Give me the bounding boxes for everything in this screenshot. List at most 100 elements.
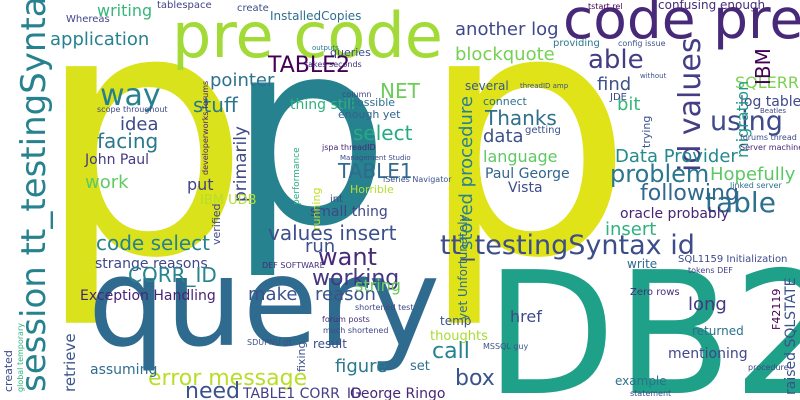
word: InstalledCopies <box>270 9 361 23</box>
word: want <box>318 243 377 271</box>
word: queries <box>330 46 371 59</box>
word: retrieve <box>61 333 79 392</box>
word: temp <box>440 314 471 328</box>
word: id values <box>673 38 708 173</box>
word: Data Provider <box>615 146 738 167</box>
word: F42119 <box>770 289 783 330</box>
word: Zero rows <box>630 287 680 298</box>
word: without <box>640 72 667 80</box>
word: column <box>342 90 371 99</box>
word: iSeries Navigator <box>383 175 452 184</box>
word: Whereas <box>66 14 110 25</box>
word: Paul George <box>485 166 570 182</box>
word: blockquote <box>455 44 555 65</box>
word: DB2 <box>485 236 800 400</box>
word: shortened test <box>355 303 413 312</box>
word: JDE <box>609 92 627 103</box>
word: set <box>410 359 430 374</box>
word: data <box>483 126 524 147</box>
word: scope throughout <box>97 105 168 114</box>
word: thing still <box>290 97 355 113</box>
word: DEF SOFTWARE <box>262 261 325 270</box>
word: way <box>100 78 161 113</box>
word: reason <box>315 284 376 305</box>
word: language <box>483 147 558 166</box>
word: Vista <box>508 180 543 196</box>
word: table <box>705 186 776 219</box>
word: mentioning <box>668 346 748 362</box>
word: developerworks forums <box>201 81 210 175</box>
word: facing <box>97 129 158 153</box>
word: tstart rel <box>588 2 623 11</box>
word: bit <box>617 94 640 115</box>
word: working <box>312 266 399 291</box>
word: problem <box>610 160 709 188</box>
word: TABLE1 <box>337 159 413 183</box>
word: insert <box>605 219 656 240</box>
word: global temporary <box>16 323 25 392</box>
word: Beatles <box>760 107 786 115</box>
word: Horrible <box>350 183 394 196</box>
word: NET <box>380 79 421 103</box>
word: yet Unfortunately <box>456 214 470 320</box>
word: jspa threadID <box>321 143 376 152</box>
word: find <box>597 74 631 95</box>
word: Management Studio <box>340 154 411 162</box>
word: using <box>710 106 783 137</box>
word: John Paul <box>84 152 149 168</box>
word: pointer <box>210 70 275 91</box>
word: stuff <box>193 93 239 117</box>
word: Hopefully <box>710 164 796 185</box>
word: log table <box>740 94 800 110</box>
word: href <box>510 307 542 326</box>
word: primarily <box>231 126 251 202</box>
word: tablespace <box>157 0 212 11</box>
word: config issue <box>618 39 666 48</box>
word: Thanks <box>484 106 557 130</box>
word: much shortened <box>323 326 388 335</box>
word: MSSQL guy <box>483 342 529 351</box>
word: example <box>615 374 667 388</box>
word: thoughts <box>430 329 488 344</box>
word: trying <box>640 116 653 148</box>
word: another log <box>455 19 559 40</box>
word: George Ringo <box>350 386 445 400</box>
word: Server machine <box>740 143 800 152</box>
word: tokens DEF <box>688 266 733 275</box>
word: result <box>313 337 347 351</box>
word: forums thread <box>740 133 797 142</box>
word: SQL1159 Initialization <box>678 254 787 265</box>
word: outputs <box>312 44 339 52</box>
word: SDUPNU gt <box>247 338 292 347</box>
word: returned <box>692 324 744 338</box>
word: figure <box>335 356 387 377</box>
word: select <box>353 121 413 145</box>
word: takes seconds <box>305 60 362 69</box>
word: getting <box>525 125 561 136</box>
word: pre code <box>172 0 443 72</box>
word: p <box>228 0 390 283</box>
word: int <box>330 194 343 205</box>
word: created <box>2 350 15 392</box>
word: TABLE2 <box>267 53 350 78</box>
word: code select <box>96 231 210 255</box>
word: oracle probably <box>620 206 729 222</box>
word: providing <box>553 38 600 49</box>
word: error message <box>148 366 307 391</box>
word: possible <box>350 96 395 109</box>
word: tt_testingSyntax id <box>440 230 695 261</box>
word: connect <box>483 95 528 108</box>
word: several <box>465 79 509 93</box>
word: enough yet <box>338 108 401 121</box>
word: call <box>432 339 470 364</box>
word: threadID amp <box>520 82 569 90</box>
word: CORR_ID <box>128 263 217 287</box>
word: following <box>640 181 739 206</box>
word: writing <box>97 1 152 20</box>
word: query <box>88 232 440 374</box>
word: TABLE1 CORR_ID <box>242 386 362 400</box>
word: able <box>588 45 644 75</box>
word: confusing enough <box>658 0 765 12</box>
